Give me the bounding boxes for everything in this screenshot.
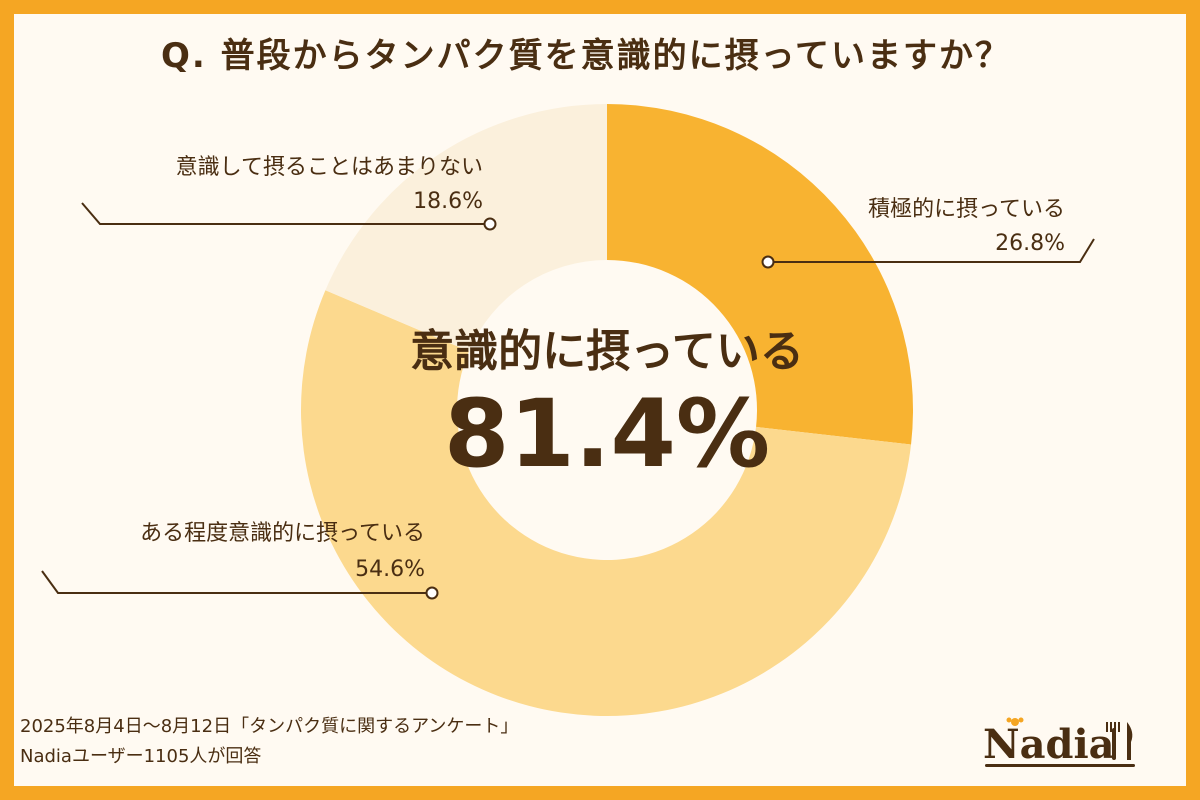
slice-label-somewhat: ある程度意識的に摂っている	[140, 521, 425, 546]
slice-somewhat	[300, 290, 912, 717]
donut-slices	[300, 104, 913, 717]
survey-respondents: Nadiaユーザー1105人が回答	[20, 746, 262, 767]
slice-label-active: 積極的に摂っている	[868, 197, 1065, 222]
nadia-logo: Nadia	[983, 717, 1135, 768]
logo-wordmark: Nadia	[983, 721, 1115, 768]
survey-footer: 2025年8月4日～8月12日「タンパク質に関するアンケート」 Nadiaユーザ…	[20, 712, 518, 772]
slice-value-somewhat: 54.6%	[355, 557, 425, 582]
leader-dot-active	[761, 255, 775, 269]
callout-somewhat: ある程度意識的に摂っている 54.6%	[41, 521, 439, 600]
leader-dot-rarely	[483, 217, 497, 231]
slice-value-active: 26.8%	[995, 231, 1065, 256]
leader-line-somewhat	[41, 570, 432, 594]
slice-label-rarely: 意識して摂ることはあまりない	[176, 155, 483, 180]
leader-line-rarely	[81, 202, 490, 225]
page-title: Q. 普段からタンパク質を意識的に摂っていますか？	[161, 36, 1011, 76]
fork-knife-flower-icon	[1006, 717, 1133, 760]
callout-rarely: 意識して摂ることはあまりない 18.6%	[81, 155, 497, 231]
center-label: 意識的に摂っている	[410, 326, 804, 377]
slice-rarely	[325, 104, 607, 352]
slice-value-rarely: 18.6%	[413, 189, 483, 214]
survey-period: 2025年8月4日～8月12日「タンパク質に関するアンケート」	[20, 716, 519, 737]
callout-active: 積極的に摂っている 26.8%	[761, 197, 1095, 269]
leader-dot-somewhat	[425, 586, 439, 600]
center-value: 81.4%	[444, 380, 770, 489]
slice-active	[607, 104, 913, 445]
leader-line-active	[768, 238, 1095, 263]
